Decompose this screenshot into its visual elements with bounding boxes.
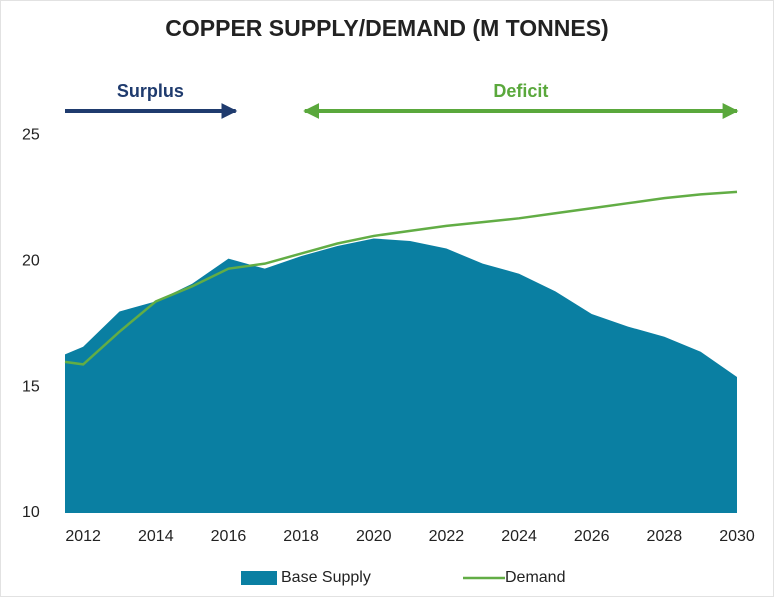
x-tick-label: 2022	[429, 528, 465, 545]
y-tick-label: 20	[22, 252, 40, 269]
legend-label: Base Supply	[281, 569, 371, 586]
y-tick-label: 10	[22, 504, 40, 521]
demand-line	[64, 190, 738, 366]
legend-label: Demand	[505, 569, 565, 586]
x-tick-label: 2028	[647, 528, 683, 545]
supply-area	[65, 238, 737, 514]
x-tick-label: 2020	[356, 528, 392, 545]
x-tick-label: 2024	[501, 528, 537, 545]
y-tick-label: 25	[22, 126, 40, 143]
x-tick-label: 2012	[65, 528, 101, 545]
annotation-label: Surplus	[117, 81, 184, 101]
x-tick-label: 2030	[719, 528, 755, 545]
x-tick-label: 2026	[574, 528, 610, 545]
x-tick-label: 2016	[211, 528, 247, 545]
x-tick-label: 2014	[138, 528, 174, 545]
y-tick-label: 15	[22, 378, 40, 395]
x-tick-label: 2018	[283, 528, 319, 545]
annotation-label: Deficit	[493, 81, 548, 101]
chart-title: COPPER SUPPLY/DEMAND (M TONNES)	[165, 15, 608, 41]
legend-swatch	[241, 571, 277, 585]
